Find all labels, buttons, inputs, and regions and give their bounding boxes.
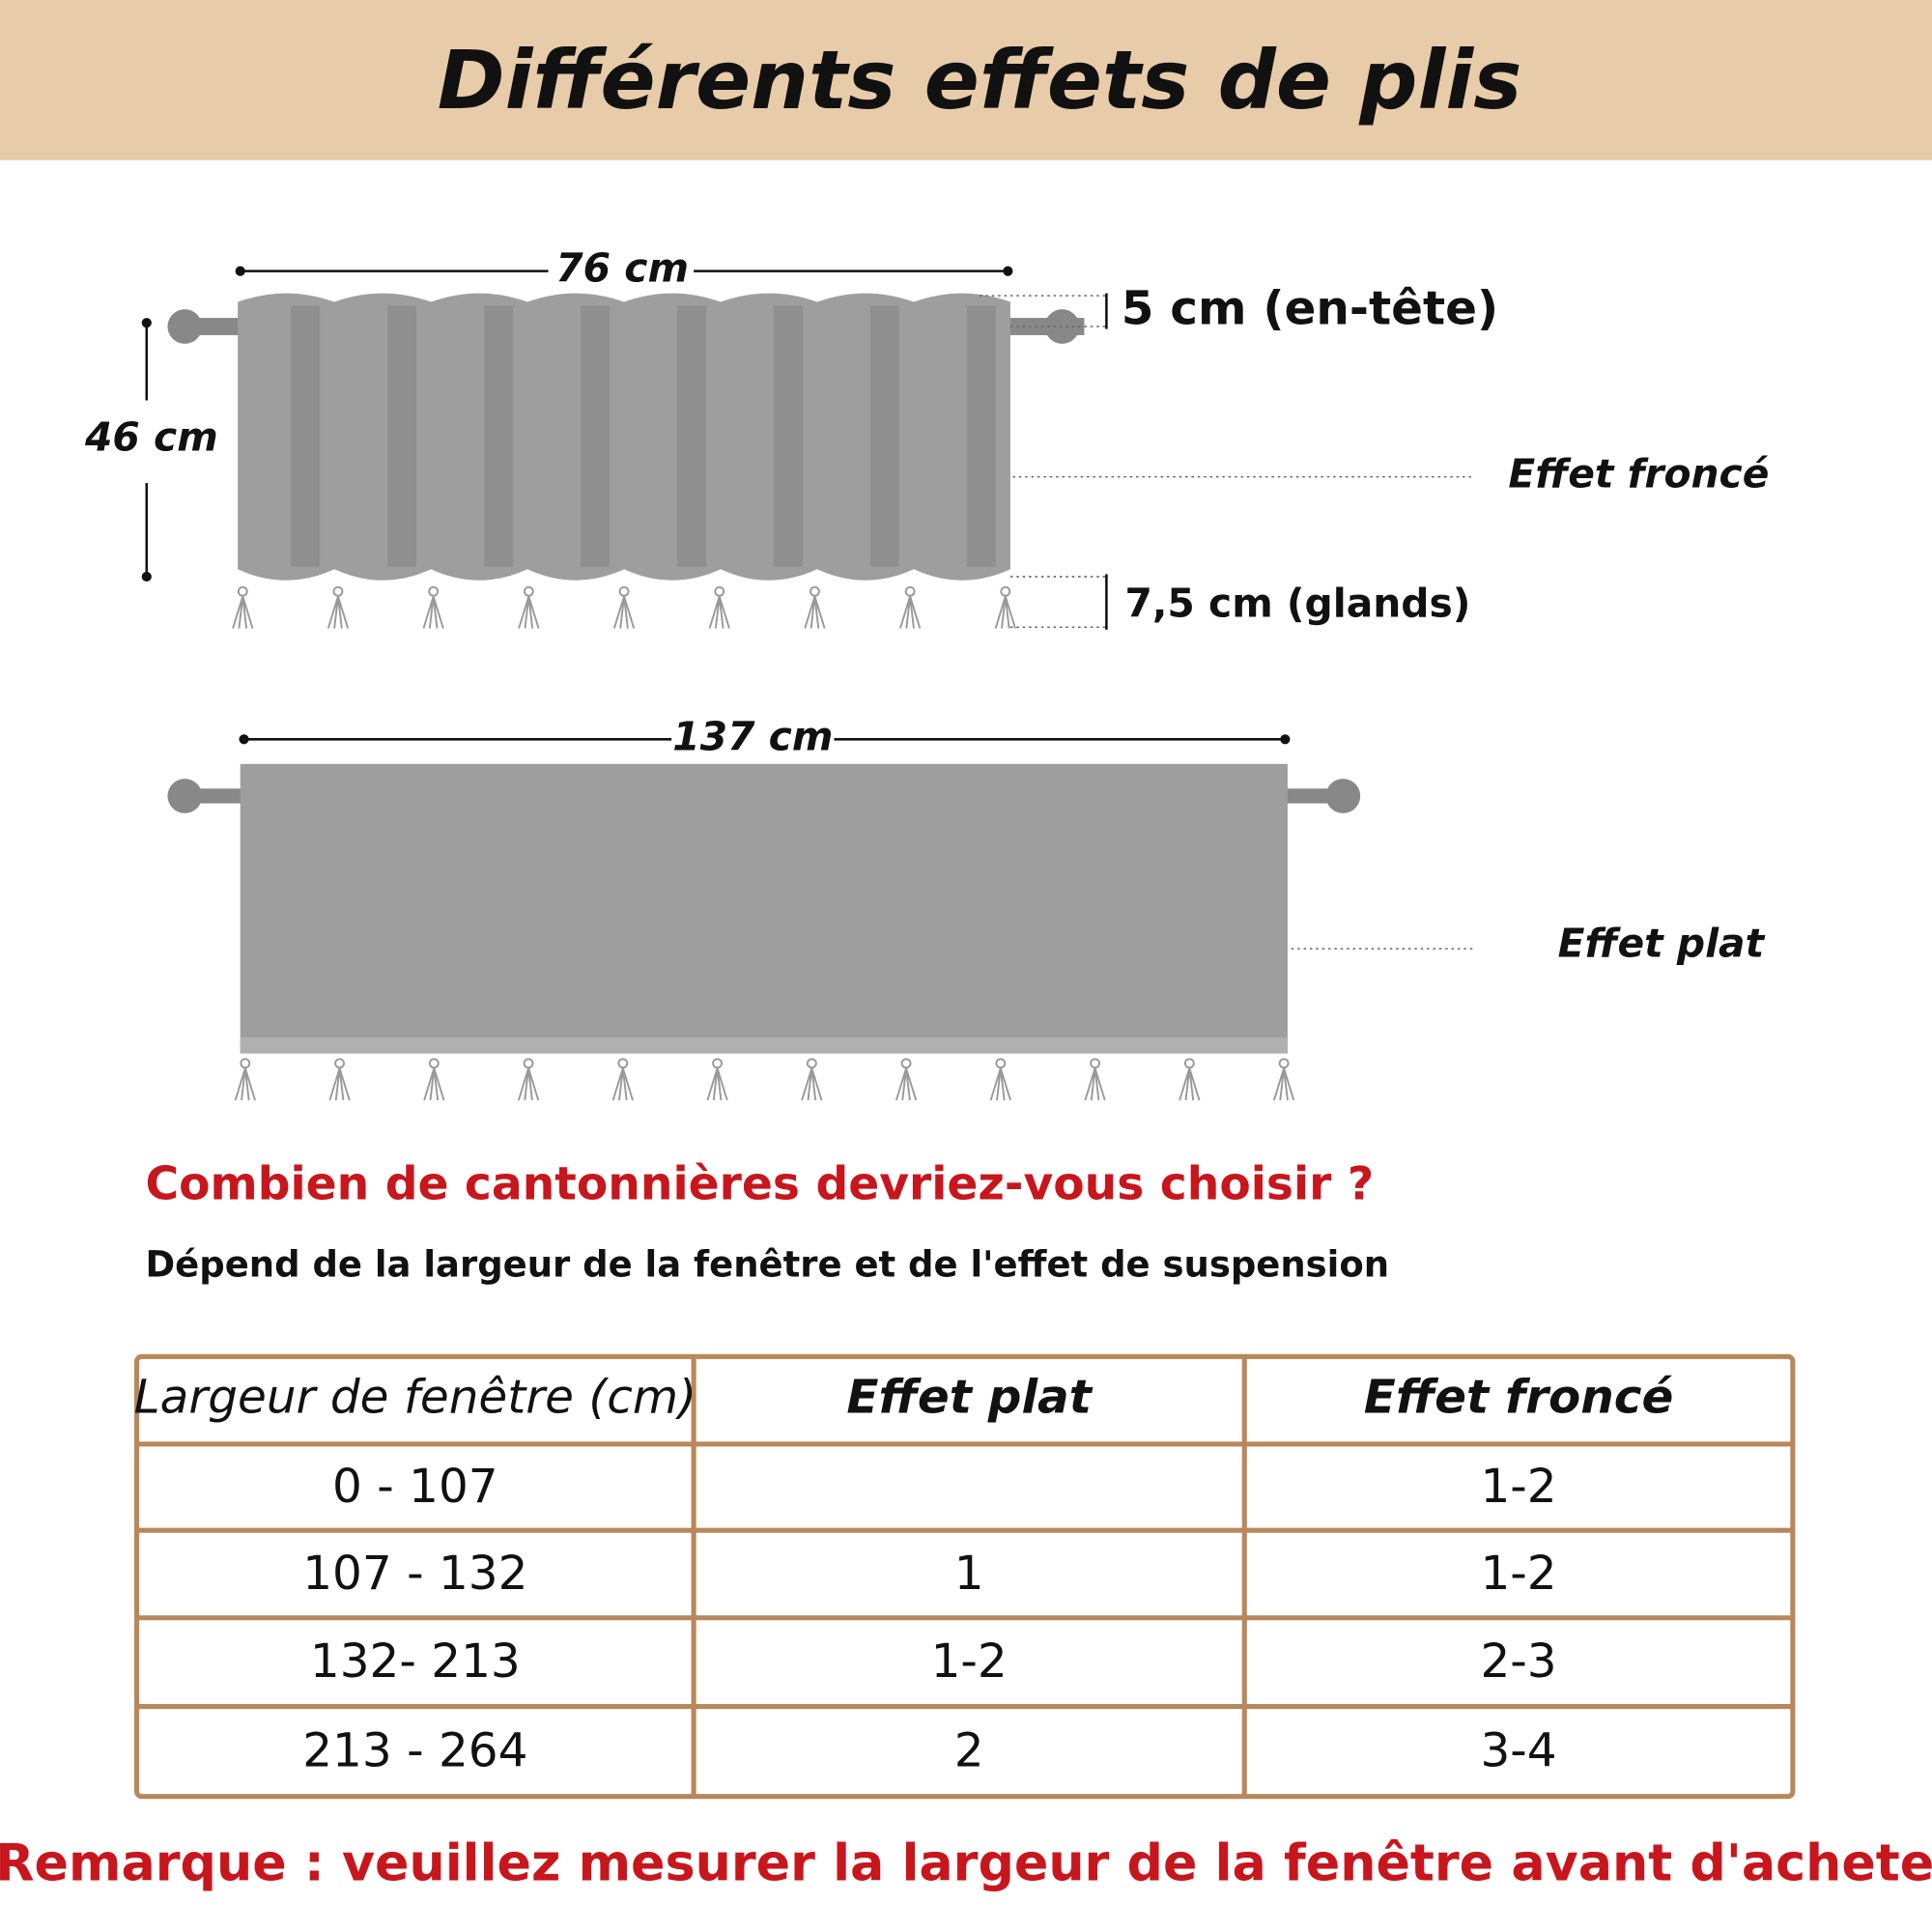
- fold-shadow: [484, 305, 514, 567]
- tassel: [1179, 1067, 1201, 1101]
- header-band: [0, 0, 1932, 160]
- tassel-bead: [240, 1058, 251, 1069]
- fold-shadow: [869, 305, 899, 567]
- finial: [167, 779, 203, 813]
- tassel: [708, 596, 730, 629]
- table-cell: 1-2: [931, 1634, 1008, 1689]
- subtitle: Dépend de la largeur de la fenêtre et de…: [146, 1244, 1390, 1286]
- tassel-bead: [1000, 585, 1011, 597]
- tassel: [895, 1067, 918, 1101]
- table-cell: 1-2: [1480, 1547, 1556, 1601]
- dimension-end: [235, 266, 245, 276]
- table-cell: 0 - 107: [332, 1460, 498, 1514]
- tassel: [423, 1067, 445, 1101]
- tassel: [611, 1067, 634, 1101]
- tassel-bead: [1278, 1058, 1290, 1069]
- tassel-bead: [806, 1058, 817, 1069]
- tassel: [517, 1067, 540, 1101]
- tassel: [899, 596, 922, 629]
- tassel: [989, 1067, 1011, 1101]
- remark: Remarque : veuillez mesurer la largeur d…: [0, 1833, 1932, 1892]
- tassel-bead: [712, 1058, 723, 1069]
- column-header: Largeur de fenêtre (cm): [134, 1371, 696, 1425]
- title: Différents effets de plis: [438, 33, 1522, 128]
- fold-shadow: [387, 305, 417, 567]
- tassel: [234, 1067, 256, 1101]
- tassel: [994, 596, 1016, 629]
- height-label: 46 cm: [84, 413, 218, 460]
- tassel-label: 7,5 cm (glands): [1125, 581, 1471, 627]
- tassel: [232, 596, 254, 629]
- dimension-end: [141, 318, 152, 328]
- ruffled-curtain: [167, 293, 1085, 629]
- table-cell: 1: [954, 1547, 984, 1601]
- tassel: [801, 1067, 823, 1101]
- tassel-bead: [714, 585, 725, 597]
- tassel-bead: [810, 585, 820, 597]
- finial: [1325, 779, 1361, 813]
- dimension-end: [1280, 734, 1291, 745]
- curtain-fabric: [238, 293, 1010, 581]
- column-header: Effet plat: [846, 1371, 1093, 1425]
- tassel: [328, 1067, 351, 1101]
- tassel-bead: [904, 585, 916, 597]
- tassel-bead: [334, 1058, 345, 1069]
- curtain-fabric: [240, 763, 1288, 1054]
- question: Combien de cantonnières devriez-vous cho…: [146, 1157, 1375, 1210]
- table-cell: 132- 213: [310, 1634, 521, 1689]
- dimension-end: [239, 734, 249, 745]
- tassel: [327, 596, 350, 629]
- width-label: 137 cm: [672, 713, 833, 759]
- table-cell: 107 - 132: [302, 1547, 527, 1601]
- table-cell: 2-3: [1480, 1634, 1556, 1689]
- table-cell: 2: [954, 1724, 984, 1778]
- fold-shadow: [291, 305, 321, 567]
- tassel-bead: [523, 585, 534, 597]
- fold-shadow: [773, 305, 803, 567]
- tassel: [1272, 1067, 1295, 1101]
- header-label: 5 cm (en-tête): [1122, 282, 1498, 336]
- table-cell: 213 - 264: [302, 1724, 527, 1778]
- table-cell: 3-4: [1480, 1724, 1556, 1778]
- tassel-bead: [618, 585, 630, 597]
- fold-shadow: [677, 305, 707, 567]
- tassel-bead: [428, 1058, 440, 1069]
- tassel-bead: [237, 585, 248, 597]
- tassel: [1084, 1067, 1106, 1101]
- tassel-bead: [523, 1058, 534, 1069]
- dimension-end: [141, 571, 152, 582]
- effect-label: Effet froncé: [1508, 451, 1769, 497]
- column-header: Effet froncé: [1364, 1371, 1674, 1425]
- table-border: [134, 1353, 1796, 1800]
- tassel-bead: [995, 1058, 1007, 1069]
- table-cell: 1-2: [1480, 1460, 1556, 1514]
- tassel: [804, 596, 826, 629]
- fold-shadow: [581, 305, 611, 567]
- effect-label: Effet plat: [1558, 921, 1766, 967]
- curtain-hem: [240, 1037, 1288, 1054]
- tassel-bead: [332, 585, 344, 597]
- tassel-bead: [617, 1058, 629, 1069]
- finial: [167, 309, 203, 344]
- tassel: [706, 1067, 728, 1101]
- tassel-bead: [1090, 1058, 1101, 1069]
- table: Largeur de fenêtre (cm) Effet plat Effet f…: [134, 1353, 1796, 1800]
- tassel: [422, 596, 444, 629]
- width-label: 76 cm: [555, 245, 689, 292]
- tassel-bead: [900, 1058, 912, 1069]
- tassel: [518, 596, 540, 629]
- dimension-end: [1003, 266, 1013, 276]
- tassel-bead: [1183, 1058, 1195, 1069]
- tassel-bead: [428, 585, 440, 597]
- flat-curtain: [167, 763, 1361, 1101]
- fold-shadow: [966, 305, 996, 567]
- tassel: [612, 596, 636, 629]
